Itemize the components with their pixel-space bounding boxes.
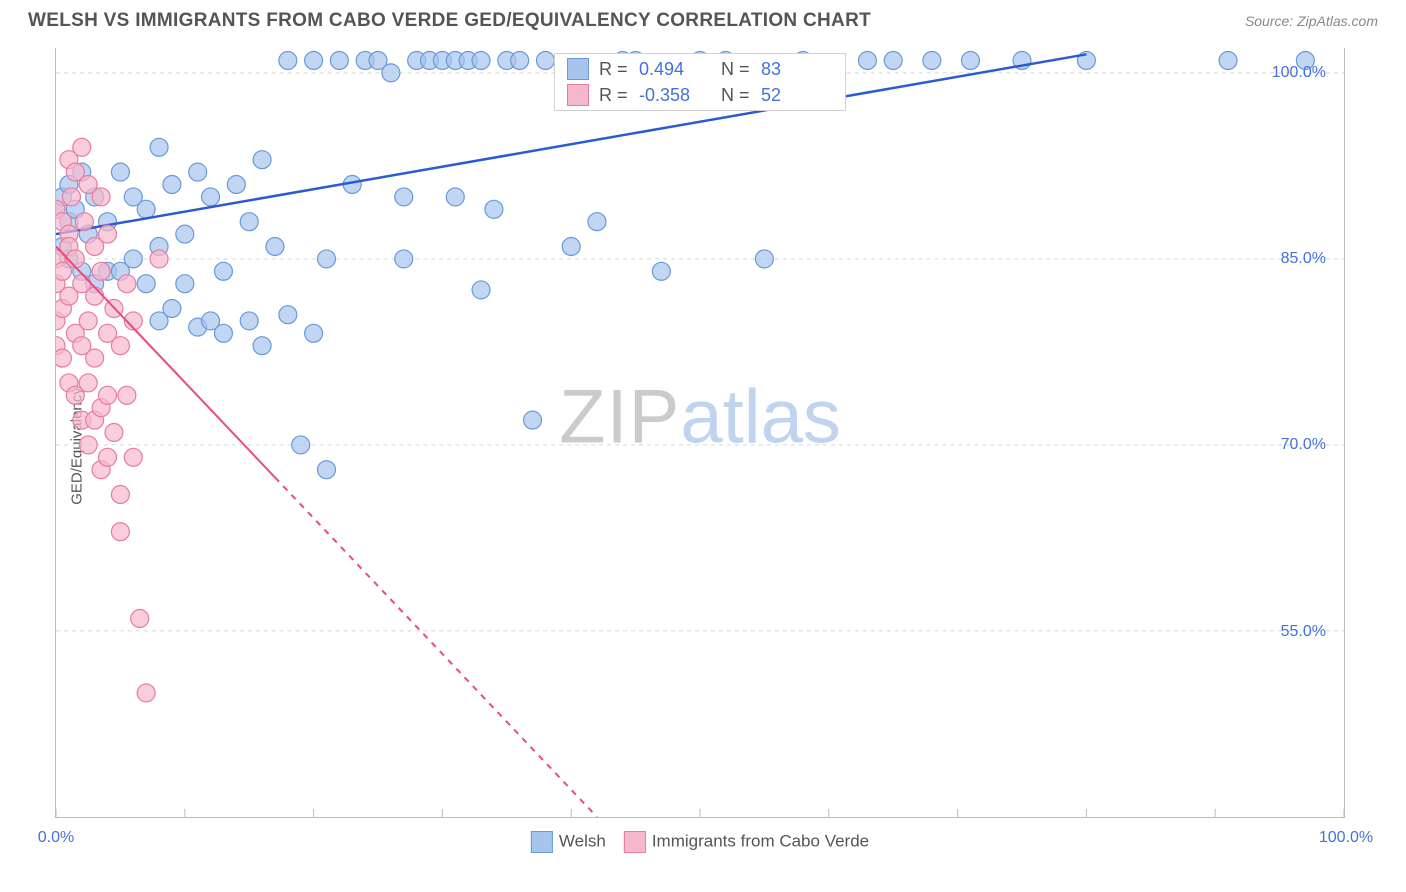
y-tick-label: 85.0% bbox=[1281, 250, 1326, 268]
legend-item: Welsh bbox=[531, 831, 606, 853]
x-tick-label: 100.0% bbox=[1319, 829, 1373, 847]
y-tick-label: 55.0% bbox=[1281, 623, 1326, 641]
legend-row: R = 0.494 N = 83 bbox=[567, 56, 833, 82]
legend-r-value: -0.358 bbox=[639, 85, 711, 106]
correlation-legend: R = 0.494 N = 83 R = -0.358 N = 52 bbox=[554, 53, 846, 111]
legend-row: R = -0.358 N = 52 bbox=[567, 82, 833, 108]
legend-r-value: 0.494 bbox=[639, 59, 711, 80]
chart-header: WELSH VS IMMIGRANTS FROM CABO VERDE GED/… bbox=[0, 0, 1406, 36]
legend-n-label: N = bbox=[721, 59, 751, 80]
legend-n-value: 83 bbox=[761, 59, 833, 80]
legend-r-label: R = bbox=[599, 59, 629, 80]
source-attribution: Source: ZipAtlas.com bbox=[1245, 13, 1378, 29]
legend-label: Immigrants from Cabo Verde bbox=[652, 831, 869, 850]
x-tick-label: 0.0% bbox=[38, 829, 74, 847]
legend-swatch bbox=[624, 831, 646, 853]
legend-n-value: 52 bbox=[761, 85, 833, 106]
series-legend: Welsh Immigrants from Cabo Verde bbox=[531, 831, 869, 853]
legend-swatch bbox=[531, 831, 553, 853]
legend-r-label: R = bbox=[599, 85, 629, 106]
y-tick-label: 100.0% bbox=[1272, 64, 1326, 82]
scatter-plot bbox=[56, 48, 1344, 817]
legend-swatch bbox=[567, 58, 589, 80]
y-tick-label: 70.0% bbox=[1281, 436, 1326, 454]
legend-label: Welsh bbox=[559, 831, 606, 850]
chart-title: WELSH VS IMMIGRANTS FROM CABO VERDE GED/… bbox=[28, 10, 871, 32]
chart-container: ZIPatlas R =0.494N =83R =-0.358N =52 Wel… bbox=[55, 48, 1345, 818]
legend-n-label: N = bbox=[721, 85, 751, 106]
legend-swatch bbox=[567, 84, 589, 106]
legend-item: Immigrants from Cabo Verde bbox=[624, 831, 869, 853]
